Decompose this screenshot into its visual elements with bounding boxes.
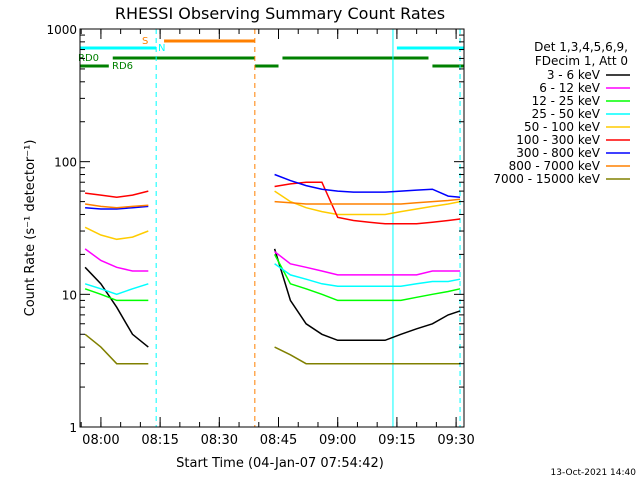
flags-layer: SN RD0 RD6 xyxy=(78,36,464,72)
legend-label: 50 - 100 keV xyxy=(524,120,601,134)
flag-label-s: S xyxy=(142,36,148,47)
series-line-5 xyxy=(85,181,461,225)
series-line-4 xyxy=(84,190,461,241)
x-tick-label: 09:30 xyxy=(437,433,474,448)
flag-label-rd6: RD6 xyxy=(112,61,133,72)
legend-label: 7000 - 15000 keV xyxy=(493,172,600,186)
legend-label: 300 - 800 keV xyxy=(516,146,600,160)
y-tick-label: 1000 xyxy=(46,23,77,37)
chart-title: RHESSI Observing Summary Count Rates xyxy=(115,4,445,23)
legend-header-line-1: Det 1,3,4,5,6,9, xyxy=(534,40,628,54)
series-layer xyxy=(84,173,461,365)
legend-label: 25 - 50 keV xyxy=(532,107,601,121)
legend-label: 3 - 6 keV xyxy=(547,68,601,82)
legend-header-line-2: FDecim 1, Att 0 xyxy=(535,54,628,68)
x-tick-label: 09:00 xyxy=(319,433,356,448)
y-tick-label: 10 xyxy=(62,288,77,302)
x-tick-label: 08:45 xyxy=(260,433,297,448)
series-line-7 xyxy=(84,198,461,209)
legend-label: 6 - 12 keV xyxy=(539,81,601,95)
series-line-2 xyxy=(84,254,461,302)
legend-label: 100 - 300 keV xyxy=(516,133,600,147)
y-axis: 1 10 100 1000 xyxy=(46,23,464,435)
plot-frame xyxy=(79,28,465,428)
series-line-6 xyxy=(85,173,461,210)
x-tick-label: 08:30 xyxy=(201,433,238,448)
flag-label-n: N xyxy=(158,43,165,54)
y-tick-label: 100 xyxy=(54,156,77,170)
y-tick-label: 1 xyxy=(69,421,77,435)
vertical-markers-layer xyxy=(155,29,461,427)
x-tick-label: 08:00 xyxy=(82,433,119,448)
x-tick-label: 08:15 xyxy=(141,433,178,448)
series-line-1 xyxy=(84,248,461,276)
flag-label-rd0: RD0 xyxy=(78,53,99,64)
legend-label: 800 - 7000 keV xyxy=(509,159,601,173)
series-line-3 xyxy=(84,263,461,296)
x-axis: 08:00 08:15 08:30 08:45 09:00 09:15 09:30 xyxy=(80,29,475,448)
x-tick-label: 09:15 xyxy=(378,433,415,448)
x-axis-label: Start Time (04-Jan-07 07:54:42) xyxy=(176,456,384,471)
legend-label: 12 - 25 keV xyxy=(532,94,601,108)
series-line-8 xyxy=(84,333,461,365)
series-line-0 xyxy=(84,248,461,348)
y-axis-label: Count Rate (s⁻¹ detector⁻¹) xyxy=(23,140,38,317)
footer-date: 13-Oct-2021 14:40 xyxy=(551,468,637,478)
